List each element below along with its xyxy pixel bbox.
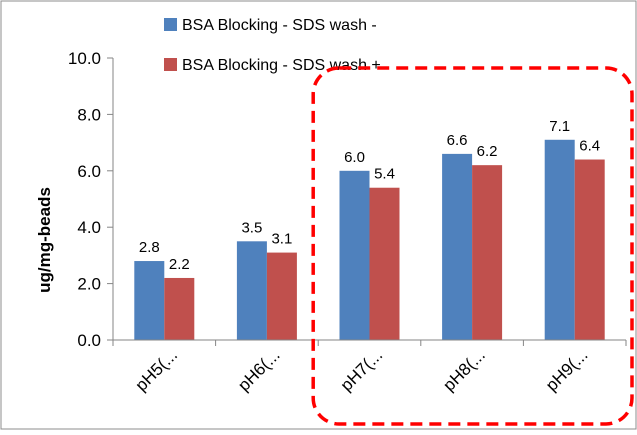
bar-2-4: [472, 165, 503, 340]
y-tick-label: 8.0: [77, 105, 101, 124]
bars: [134, 139, 605, 340]
data-label-2-2: 3.1: [271, 231, 292, 248]
y-axis-ticks: 0.0 2.0 4.0 6.0 8.0 10.0: [68, 49, 113, 350]
legend-swatch-1: [164, 18, 177, 31]
bar-1-1: [134, 261, 165, 340]
bar-1-4: [442, 153, 473, 340]
legend-label-2: BSA Blocking - SDS wash +: [182, 57, 381, 74]
bar-2-2: [266, 252, 297, 340]
legend-swatch-2: [164, 58, 177, 71]
legend-label-1: BSA Blocking - SDS wash -: [182, 17, 377, 34]
bar-2-5: [574, 159, 605, 340]
y-tick-label: 4.0: [77, 218, 101, 237]
bar-1-3: [339, 170, 370, 340]
bar-2-1: [164, 277, 195, 340]
bar-2-3: [369, 187, 400, 340]
y-tick-label: 10.0: [68, 49, 101, 68]
data-label-1-4: 6.6: [447, 132, 468, 149]
data-label-2-3: 5.4: [374, 166, 395, 183]
y-tick-label: 6.0: [77, 162, 101, 181]
highlight-annotation: [311, 66, 634, 426]
y-tick-label: 2.0: [77, 275, 101, 294]
data-label-1-1: 2.8: [139, 239, 160, 256]
bar-1-2: [236, 241, 267, 340]
data-label-2-5: 6.4: [579, 138, 600, 155]
y-axis-title: ug/mg-beads: [35, 187, 54, 293]
data-label-1-3: 6.0: [344, 149, 365, 166]
data-labels: 2.8 2.2 3.5 3.1 6.0 5.4 6.6 6.2 7.1 6.4: [139, 118, 600, 273]
data-label-2-4: 6.2: [477, 143, 498, 160]
data-label-1-2: 3.5: [241, 219, 262, 236]
y-tick-label: 0.0: [77, 331, 101, 350]
data-label-1-5: 7.1: [549, 118, 570, 135]
bar-1-5: [544, 139, 575, 340]
axes: [112, 58, 626, 341]
data-label-2-1: 2.2: [169, 256, 190, 273]
